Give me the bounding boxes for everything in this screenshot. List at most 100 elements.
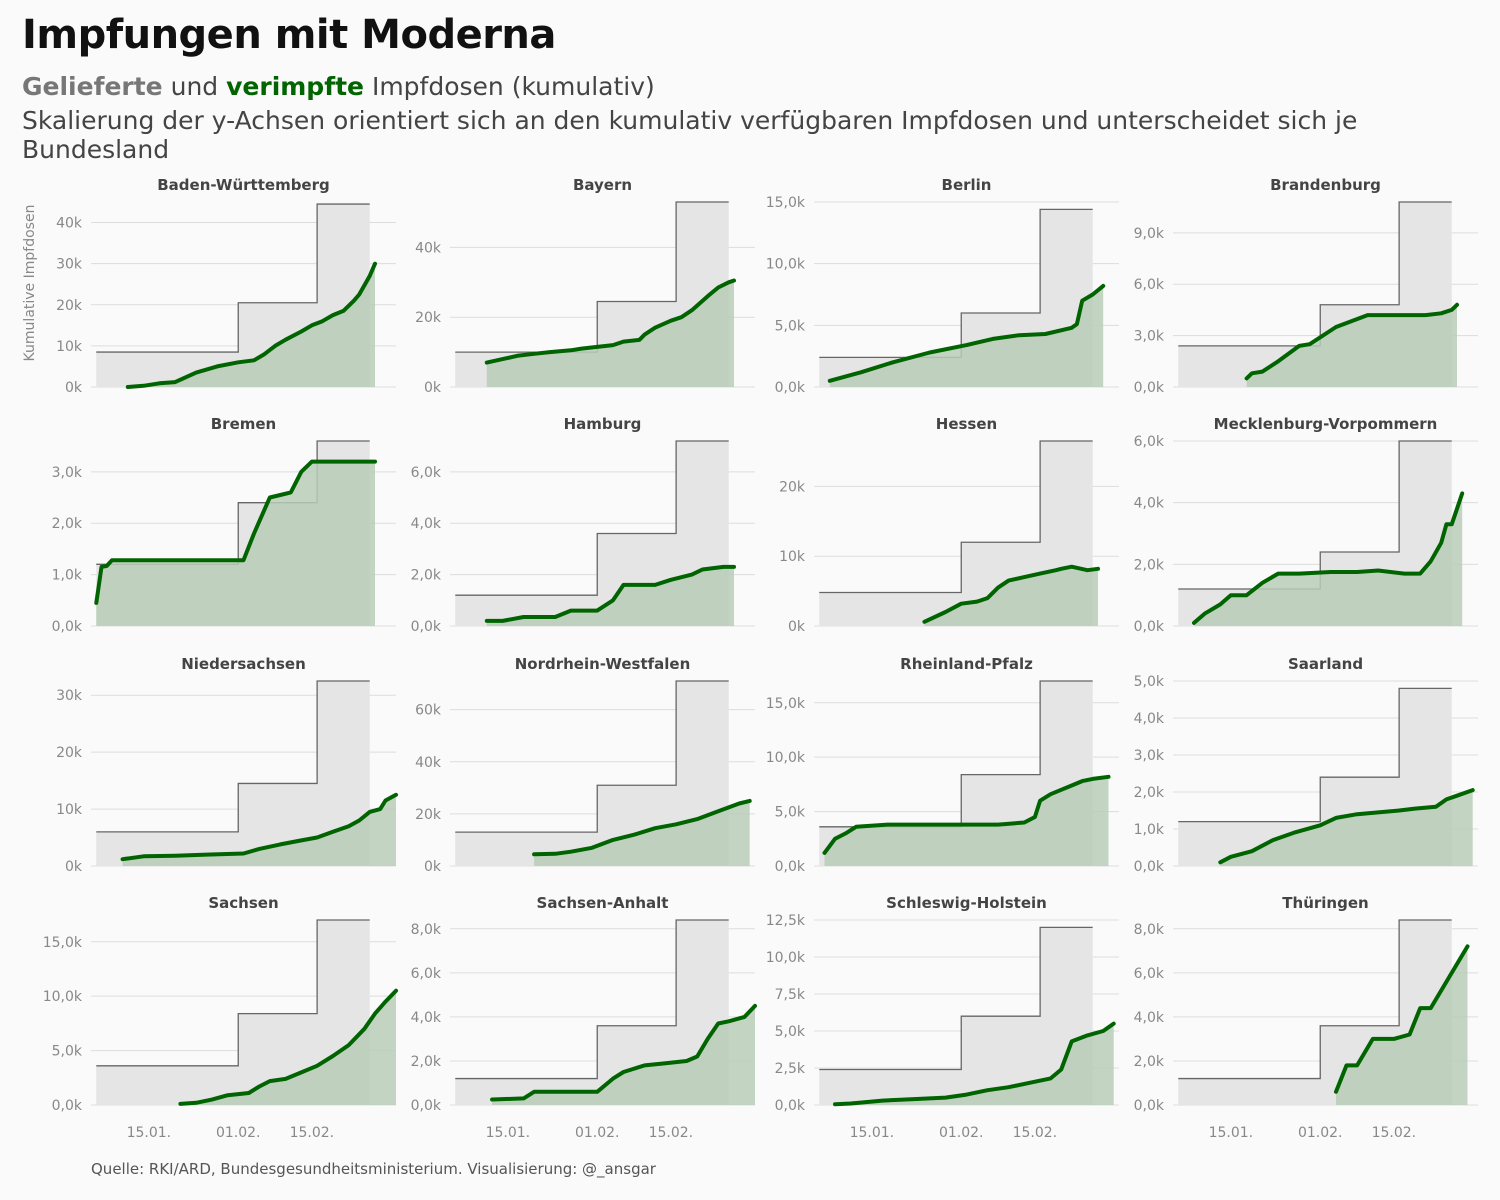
vaccinated-line bbox=[1192, 491, 1465, 625]
y-tick-label: 0k bbox=[424, 859, 442, 875]
y-tick-label: 6,0k bbox=[1134, 966, 1165, 982]
panel-title: Schleswig-Holstein bbox=[886, 894, 1047, 912]
vaccinated-area bbox=[924, 566, 1098, 626]
vaccinated-line bbox=[922, 564, 1100, 624]
panel-thueringen: Thüringen 0,0k 2,0k 4,0k 6,0k 8,0k 15.01. 01.02… bbox=[1134, 894, 1478, 1141]
x-tick-label: 15.02. bbox=[649, 1125, 694, 1141]
panel-sachsen: Sachsen 0,0k 5,0k 10,0k 15,0k 15.01. 01.02. 15.… bbox=[43, 894, 398, 1141]
vaccinated-line bbox=[490, 1003, 757, 1102]
y-tick-label: 10,0k bbox=[766, 950, 806, 966]
panel-bayern: Bayern 0k 20k 40k bbox=[415, 176, 755, 396]
vaccinated-area bbox=[486, 280, 734, 387]
y-tick-label: 2,0k bbox=[1134, 1054, 1165, 1070]
y-tick-label: 0,0k bbox=[1134, 380, 1165, 396]
chart-subtitle-line2: Skalierung der y-Achsen orientiert sich … bbox=[22, 106, 1358, 164]
y-tick-label: 8,0k bbox=[411, 922, 442, 938]
y-tick-label: 40k bbox=[415, 755, 442, 771]
panel-brandenburg: Brandenburg 0,0k 3,0k 6,0k 9,0k bbox=[1134, 176, 1478, 396]
vaccinated-line bbox=[833, 1021, 1116, 1107]
panel-title: Bremen bbox=[211, 415, 277, 433]
y-tick-label: 10,0k bbox=[766, 750, 806, 766]
vaccinated-area bbox=[1220, 790, 1473, 866]
chart-subtitle: Gelieferte und verimpfte Impfdosen (kumu… bbox=[22, 72, 655, 101]
panel-title: Nordrhein-Westfalen bbox=[515, 655, 691, 673]
delivered-area bbox=[455, 920, 729, 1105]
panel-title: Berlin bbox=[942, 176, 992, 194]
panel-title: Sachsen-Anhalt bbox=[537, 894, 669, 912]
y-tick-label: 30k bbox=[56, 688, 83, 704]
vaccinated-line bbox=[120, 792, 398, 862]
y-tick-label: 30k bbox=[56, 257, 83, 273]
subtitle-delivered: Gelieferte bbox=[22, 72, 163, 101]
y-tick-label: 8,0k bbox=[1134, 922, 1165, 938]
panel-mecklenburg-vorpommern: Mecklenburg-Vorpommern 0,0k 2,0k 4,0k 6,0k bbox=[1134, 415, 1478, 635]
y-tick-label: 4,0k bbox=[1134, 711, 1165, 727]
vaccinated-area bbox=[180, 990, 396, 1105]
y-tick-label: 20k bbox=[56, 298, 83, 314]
delivered-line bbox=[819, 926, 1093, 1071]
panel-rheinland-pfalz: Rheinland-Pfalz 0,0k 5,0k 10,0k 15,0k bbox=[766, 655, 1119, 875]
y-tick-label: 0,0k bbox=[775, 1098, 806, 1114]
y-tick-label: 12,5k bbox=[766, 913, 806, 929]
vaccinated-line bbox=[484, 564, 736, 623]
y-tick-label: 0,0k bbox=[52, 619, 83, 635]
x-tick-label: 15.01. bbox=[486, 1125, 531, 1141]
y-tick-label: 2,0k bbox=[1134, 785, 1165, 801]
y-tick-label: 2,0k bbox=[52, 516, 83, 532]
y-axis-label: Kumulative Impfdosen bbox=[22, 205, 38, 362]
delivered-area bbox=[819, 927, 1093, 1105]
subtitle-vaccinated: verimpfte bbox=[226, 72, 364, 101]
x-tick-label: 15.02. bbox=[290, 1125, 335, 1141]
x-tick-label: 15.01. bbox=[850, 1125, 895, 1141]
y-tick-label: 10k bbox=[56, 339, 83, 355]
y-tick-label: 0,0k bbox=[411, 619, 442, 635]
chart-title: Impfungen mit Moderna bbox=[22, 12, 556, 58]
delivered-area bbox=[96, 681, 370, 866]
y-tick-label: 4,0k bbox=[1134, 1010, 1165, 1026]
y-tick-label: 6,0k bbox=[1134, 434, 1165, 450]
delivered-line bbox=[455, 919, 729, 1080]
y-tick-label: 20k bbox=[415, 310, 442, 326]
y-tick-label: 40k bbox=[56, 216, 83, 232]
panel-title: Bayern bbox=[573, 176, 632, 194]
vaccinated-line bbox=[94, 459, 377, 605]
y-tick-label: 7,5k bbox=[775, 987, 806, 1003]
vaccinated-area bbox=[835, 1023, 1114, 1105]
panel-hamburg: Hamburg 0,0k 2,0k 4,0k 6,0k bbox=[411, 415, 755, 635]
chart-caption: Quelle: RKI/ARD, Bundesgesundheitsminist… bbox=[91, 1160, 656, 1178]
y-tick-label: 15,0k bbox=[766, 195, 806, 211]
y-tick-label: 5,0k bbox=[52, 1044, 83, 1060]
vaccinated-line bbox=[1334, 944, 1470, 1094]
y-tick-label: 0,0k bbox=[52, 1098, 83, 1114]
vaccinated-area bbox=[1246, 304, 1457, 387]
delivered-line bbox=[1178, 919, 1452, 1080]
vaccinated-line bbox=[1218, 788, 1475, 865]
y-tick-label: 10,0k bbox=[43, 989, 83, 1005]
panel-saarland: Saarland 0,0k 1,0k 2,0k 3,0k 4,0k 5,0k bbox=[1134, 655, 1478, 875]
y-tick-label: 6,0k bbox=[1134, 277, 1165, 293]
y-tick-label: 2,0k bbox=[411, 1054, 442, 1070]
y-tick-label: 15,0k bbox=[766, 696, 806, 712]
panel-title: Thüringen bbox=[1282, 894, 1368, 912]
panel-title: Sachsen bbox=[208, 894, 278, 912]
vaccinated-area bbox=[486, 566, 734, 626]
y-tick-label: 4,0k bbox=[1134, 496, 1165, 512]
x-tick-label: 01.02. bbox=[575, 1125, 620, 1141]
y-tick-label: 3,0k bbox=[52, 465, 83, 481]
x-tick-label: 15.02. bbox=[1372, 1125, 1417, 1141]
panel-title: Saarland bbox=[1288, 655, 1363, 673]
vaccinated-line bbox=[1244, 302, 1459, 381]
panel-baden-wuerttemberg: Baden-Württemberg 0k 10k 20k 30k 40k bbox=[56, 176, 396, 396]
panel-sachsen-anhalt: Sachsen-Anhalt 0,0k 2,0k 4,0k 6,0k 8,0k 15.01.… bbox=[411, 894, 757, 1141]
vaccinated-area bbox=[122, 794, 396, 866]
y-tick-label: 4,0k bbox=[411, 1010, 442, 1026]
y-tick-label: 0,0k bbox=[1134, 619, 1165, 635]
y-tick-label: 40k bbox=[415, 240, 442, 256]
subtitle-und: und bbox=[170, 72, 219, 101]
y-tick-label: 20k bbox=[415, 807, 442, 823]
x-tick-label: 15.01. bbox=[127, 1125, 172, 1141]
vaccinated-line bbox=[532, 798, 752, 857]
delivered-line bbox=[96, 919, 370, 1067]
y-tick-label: 5,0k bbox=[775, 1024, 806, 1040]
delivered-area bbox=[96, 920, 370, 1105]
